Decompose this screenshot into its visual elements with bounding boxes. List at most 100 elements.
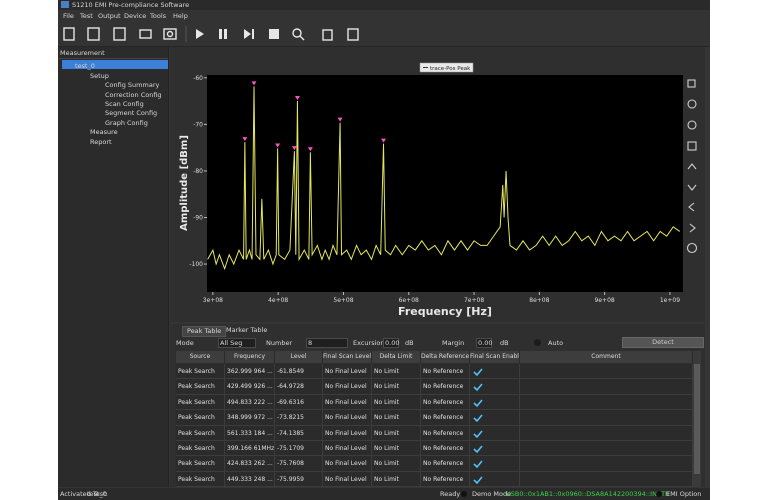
table-cell: 449.333 248 ... [225, 472, 275, 487]
table-cell: No Final Level [323, 441, 372, 456]
table-cell: -75.1709 [275, 441, 323, 456]
table-cell: 424.833 262 ... [225, 456, 275, 471]
left-button[interactable] [689, 203, 694, 211]
table-cell-empty [470, 395, 520, 410]
legend-label: trace-Pos Peak [430, 66, 471, 72]
column-header: Source [176, 351, 225, 363]
table-cell-empty [470, 441, 520, 456]
x-tick-label: 8e+08 [529, 297, 549, 304]
input-value: 0.00 [478, 340, 492, 347]
zoom-out-button[interactable] [688, 121, 696, 129]
table-cell: No Reference [421, 364, 470, 379]
zoom-in-button[interactable] [688, 100, 696, 108]
check-mark [474, 415, 482, 421]
check-mark [474, 431, 482, 437]
control-label: Auto [548, 340, 563, 347]
table-cell: No Final Level [323, 472, 372, 487]
check-icon[interactable] [473, 429, 483, 439]
table-cell: Peak Search [176, 426, 225, 441]
column-header: Delta Reference [421, 351, 470, 363]
table-cell-empty [470, 364, 520, 379]
table-cell: Peak Search [176, 456, 225, 471]
check-icon[interactable] [473, 413, 483, 423]
column-header: Comment [520, 351, 693, 363]
check-mark [474, 461, 482, 467]
table-cell: No Limit [372, 441, 421, 456]
table-cell-empty [520, 410, 693, 425]
up-button[interactable] [688, 164, 696, 169]
table-cell: No Limit [372, 410, 421, 425]
add-button[interactable] [688, 244, 697, 253]
table-cell: No Limit [372, 426, 421, 441]
table-cell-empty [520, 364, 693, 379]
check-icon[interactable] [473, 444, 483, 454]
y-axis-title: Amplitude [dBm] [179, 135, 190, 231]
led [461, 491, 467, 497]
table-cell: No Limit [372, 456, 421, 471]
table-cell: No Limit [372, 364, 421, 379]
table-cell: Peak Search [176, 410, 225, 425]
tab[interactable]: Marker Table [222, 326, 271, 335]
control-label: Excursion [353, 340, 385, 347]
table-cell-empty [470, 472, 520, 487]
down-button[interactable] [688, 185, 696, 190]
table-cell: No Reference [421, 426, 470, 441]
table-cell: No Reference [421, 379, 470, 394]
column-header: Final Scan Level [323, 351, 372, 363]
fit-button[interactable] [688, 142, 696, 150]
control-label: Margin [442, 340, 464, 347]
x-tick-label: 3e+08 [203, 297, 223, 304]
table-cell: No Reference [421, 395, 470, 410]
status-bar: Activated Test: test_0 Ready Demo Mode U… [58, 488, 710, 500]
status-option: EMI Option [666, 491, 701, 498]
right-button[interactable] [690, 224, 695, 232]
status-ready: Ready [440, 491, 460, 498]
input-value: 0.00 [385, 340, 399, 347]
x-tick-label: 7e+08 [464, 297, 484, 304]
input-value: 8 [308, 340, 312, 347]
input-field[interactable] [306, 338, 348, 348]
table-cell: No Final Level [323, 379, 372, 394]
check-icon[interactable] [473, 459, 483, 469]
table-cell: No Final Level [323, 395, 372, 410]
table-cell: Peak Search [176, 364, 225, 379]
table-cell: Peak Search [176, 379, 225, 394]
check-icon[interactable] [473, 367, 483, 377]
control-label: Number [266, 340, 292, 347]
tab[interactable]: Peak Table [182, 326, 226, 337]
check-mark [474, 446, 482, 452]
x-tick-label: 5e+08 [333, 297, 353, 304]
check-icon[interactable] [473, 475, 483, 485]
table-cell: No Limit [372, 379, 421, 394]
table-cell: 494.833 222 ... [225, 395, 275, 410]
table-cell: 561.333 184 ... [225, 426, 275, 441]
table-cell: 399.166 61MHz [225, 441, 275, 456]
column-header: Frequency [225, 351, 275, 363]
table-cell-empty [520, 379, 693, 394]
column-header: Delta Limit [372, 351, 421, 363]
check-mark [474, 400, 482, 406]
scroll-thumb[interactable] [694, 364, 700, 474]
y-tick-label: -90 [193, 214, 203, 221]
table-cell: -74.1385 [275, 426, 323, 441]
detect-button[interactable]: Detect [622, 337, 704, 348]
tool-button[interactable] [688, 80, 695, 87]
x-tick-label: 6e+08 [399, 297, 419, 304]
control-label: Mode [176, 340, 194, 347]
y-tick-label: -100 [189, 261, 203, 268]
table-cell-empty [520, 456, 693, 471]
table-cell: No Reference [421, 441, 470, 456]
check-mark [474, 477, 482, 483]
table-cell: No Final Level [323, 426, 372, 441]
y-tick-label: -70 [193, 121, 203, 128]
chart: Frequency [Hz] Amplitude [dBm] -60-70-80… [0, 0, 768, 324]
check-icon[interactable] [473, 382, 483, 392]
table-cell-empty [520, 441, 693, 456]
table-cell: No Final Level [323, 364, 372, 379]
table-cell: No Final Level [323, 456, 372, 471]
table-cell-empty [470, 410, 520, 425]
table-cell: No Reference [421, 472, 470, 487]
check-icon[interactable] [473, 398, 483, 408]
table-cell: -75.7608 [275, 456, 323, 471]
table-cell: -69.6316 [275, 395, 323, 410]
